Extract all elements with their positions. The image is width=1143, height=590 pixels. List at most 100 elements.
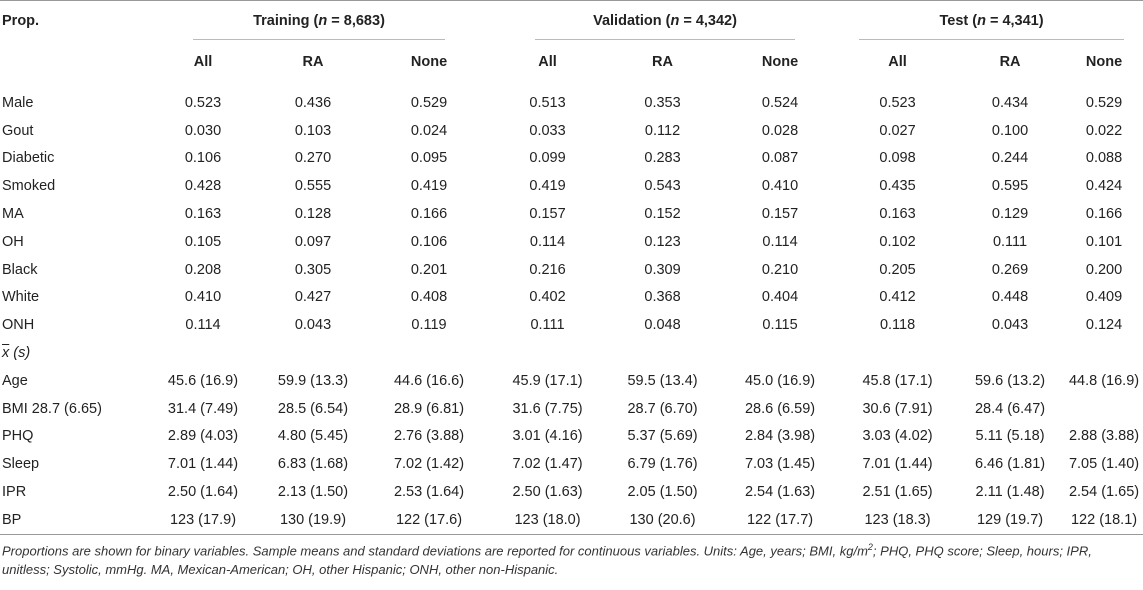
- table-cell: 7.01 (1.44): [862, 456, 933, 473]
- table-cell: 45.9 (17.1): [512, 372, 583, 389]
- table-cell: 0.436: [294, 94, 332, 111]
- row-label: IPR: [2, 484, 27, 501]
- table-row: Smoked 0.428 0.555 0.419 0.419 0.543 0.410 0.43…: [0, 172, 1143, 200]
- subcol-all: All: [888, 54, 907, 70]
- table-cell: 2.54 (1.65): [1068, 484, 1140, 501]
- table-cell: 0.404: [761, 289, 799, 306]
- table-cell: 0.283: [644, 150, 681, 167]
- subcol-ra: RA: [652, 54, 673, 70]
- row-label: Diabetic: [2, 150, 55, 167]
- table-cell: 0.087: [761, 150, 799, 167]
- table-cell: 0.353: [644, 94, 681, 111]
- table-cell: 5.11 (5.18): [975, 428, 1045, 445]
- header-row-groups: Prop. Training (n = 8,683) Validation (n…: [0, 0, 1143, 41]
- table-cell: 130 (20.6): [605, 505, 721, 535]
- table-cell: 0.115: [762, 317, 798, 334]
- table-cell: 6.79 (1.76): [627, 456, 698, 473]
- table-cell: [1065, 395, 1143, 423]
- table-cell: 2.51 (1.65): [862, 484, 933, 501]
- table-cell: 0.368: [644, 289, 681, 306]
- table-row: OH 0.105 0.097 0.106 0.114 0.123 0.114 0.102 0.1…: [0, 228, 1143, 256]
- table-cell: 123 (17.9): [148, 505, 258, 535]
- table-row: MA 0.163 0.128 0.166 0.157 0.152 0.157 0.163 0.1…: [0, 200, 1143, 228]
- table-cell: 0.210: [761, 261, 799, 278]
- table-cell: 7.01 (1.44): [167, 456, 239, 473]
- table-cell: 0.088: [1085, 150, 1123, 167]
- table-cell: 2.76 (3.88): [393, 428, 465, 445]
- table-cell: 0.129: [991, 206, 1029, 223]
- table-cell: 0.529: [1085, 94, 1123, 111]
- subcol-all: All: [193, 54, 213, 70]
- table-cell: 45.8 (17.1): [862, 372, 933, 389]
- table-cell: 0.408: [410, 289, 448, 306]
- table-cell: 0.410: [761, 178, 799, 195]
- row-label: BP: [0, 505, 148, 535]
- table-cell: 0.105: [184, 233, 222, 250]
- table-cell: 0.402: [529, 289, 566, 306]
- table-cell: 0.163: [879, 206, 916, 223]
- row-label: OH: [2, 233, 24, 250]
- table-cell: 0.118: [879, 317, 916, 334]
- table-cell: 0.200: [1085, 261, 1123, 278]
- table-cell: 0.097: [294, 233, 332, 250]
- table-body: Male 0.523 0.436 0.529 0.513 0.353 0.524 0.523 0…: [0, 83, 1143, 535]
- table-cell: 0.166: [1085, 206, 1123, 223]
- subcol-all: All: [538, 54, 557, 70]
- table-cell: 0.028: [761, 122, 799, 139]
- table-cell: 0.114: [762, 233, 798, 250]
- table-cell: 0.166: [410, 206, 448, 223]
- table-cell: 28.7 (6.70): [627, 400, 698, 417]
- table-cell: 44.8 (16.9): [1068, 372, 1140, 389]
- table-cell: 0.428: [184, 178, 222, 195]
- table-cell: 0.419: [529, 178, 566, 195]
- table-row: IPR 2.50 (1.64) 2.13 (1.50) 2.53 (1.64) 2.50…: [0, 478, 1143, 506]
- row-label: BMI 28.7 (6.65): [2, 400, 102, 417]
- table-cell: 0.427: [294, 289, 332, 306]
- row-label: MA: [2, 206, 24, 223]
- table-cell: 0.111: [992, 233, 1028, 250]
- data-table: Prop. Training (n = 8,683) Validation (n…: [0, 0, 1143, 535]
- table-cell: 4.80 (5.45): [277, 428, 349, 445]
- table-cell: 6.46 (1.81): [974, 456, 1046, 473]
- table-cell: 45.0 (16.9): [744, 372, 816, 389]
- table-row: PHQ 2.89 (4.03) 4.80 (5.45) 2.76 (3.88) 3.01…: [0, 423, 1143, 451]
- row-label: Gout: [2, 122, 34, 139]
- table-cell: 0.124: [1085, 317, 1123, 334]
- group-header-validation: Validation (n = 4,342): [490, 0, 841, 41]
- table-cell: 0.111: [530, 317, 565, 334]
- table-cell: 0.106: [184, 150, 222, 167]
- table-cell: 6.83 (1.68): [277, 456, 349, 473]
- table-cell: 0.412: [879, 289, 916, 306]
- table-cell: 0.100: [991, 122, 1029, 139]
- sd-symbol: (s): [13, 345, 31, 362]
- row-label: Smoked: [2, 178, 56, 195]
- table-cell: 59.5 (13.4): [627, 372, 698, 389]
- table-cell: 123 (18.3): [840, 505, 956, 535]
- table-cell: 0.435: [879, 178, 916, 195]
- table-cell: 123 (18.0): [490, 505, 606, 535]
- subcol-ra: RA: [302, 54, 324, 70]
- table-footnote: Proportions are shown for binary variabl…: [2, 542, 1092, 578]
- table-row: BP 123 (17.9) 130 (19.9) 122 (17.6) 123 (18.…: [0, 505, 1143, 535]
- table-cell: 2.53 (1.64): [393, 484, 465, 501]
- table-cell: 0.027: [879, 122, 916, 139]
- table-row: ONH 0.114 0.043 0.119 0.111 0.048 0.115 0.118 0.…: [0, 311, 1143, 339]
- table-cell: 0.033: [529, 122, 566, 139]
- table-cell: 2.54 (1.63): [744, 484, 816, 501]
- table-cell: 59.9 (13.3): [277, 372, 349, 389]
- table-cell: 3.03 (4.02): [862, 428, 933, 445]
- table-row: BMI 28.7 (6.65) 31.4 (7.49) 28.5 (6.54) 28.…: [0, 395, 1143, 423]
- table-cell: 0.101: [1085, 233, 1123, 250]
- table-cell: 0.424: [1085, 178, 1123, 195]
- table-cell: 2.50 (1.64): [167, 484, 239, 501]
- table-cell: 2.50 (1.63): [512, 484, 583, 501]
- table-cell: 0.208: [184, 261, 222, 278]
- table-cell: 0.157: [529, 206, 566, 223]
- table-cell: 45.6 (16.9): [167, 372, 239, 389]
- table-cell: 0.048: [644, 317, 681, 334]
- table-cell: 130 (19.9): [258, 505, 368, 535]
- header-row-subcols: All RA None All RA None All RA None: [0, 41, 1143, 83]
- table-cell: 3.01 (4.16): [512, 428, 583, 445]
- table-cell: 0.434: [991, 94, 1029, 111]
- table-cell: 0.555: [294, 178, 332, 195]
